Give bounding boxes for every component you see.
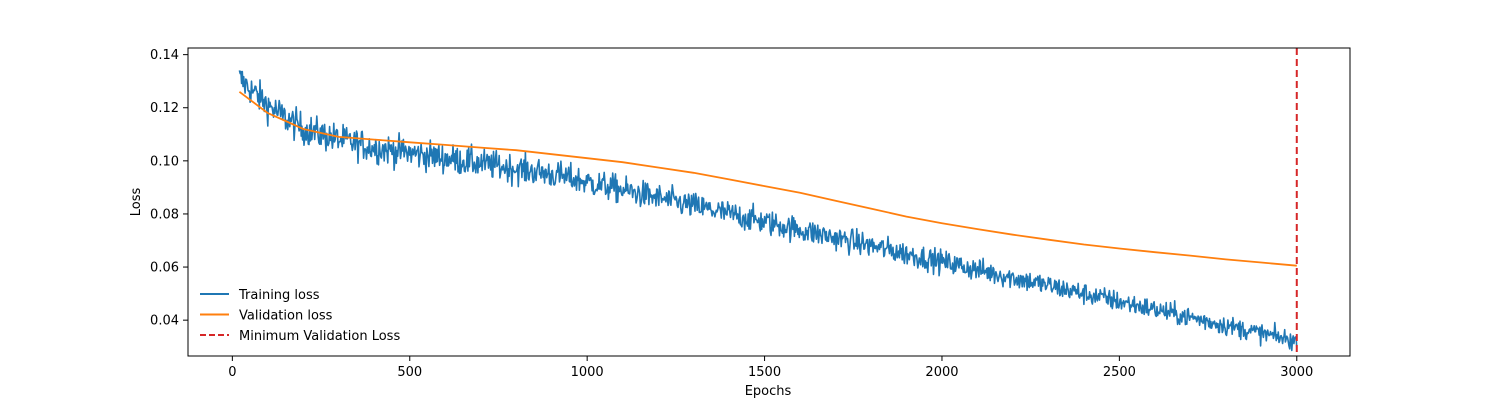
legend: Training loss Validation loss Minimum Vali… bbox=[200, 288, 400, 344]
x-tick-label: 500 bbox=[397, 365, 422, 380]
y-tick-label: 0.12 bbox=[150, 101, 179, 116]
y-tick-label: 0.10 bbox=[150, 154, 179, 169]
axes: 0 500 1000 1500 2000 2500 3000 0.04 0.06 0.08 0.10… bbox=[150, 47, 1351, 380]
y-tick-label: 0.06 bbox=[150, 261, 179, 276]
y-tick-label: 0.04 bbox=[150, 314, 179, 329]
x-tick-label: 3000 bbox=[1280, 365, 1313, 380]
y-tick-label: 0.14 bbox=[150, 48, 179, 63]
legend-label: Minimum Validation Loss bbox=[239, 329, 400, 344]
series-line-validation-loss bbox=[238, 91, 1297, 267]
x-tick-label: 1000 bbox=[571, 365, 604, 380]
plot-area bbox=[238, 48, 1298, 356]
x-tick-label: 0 bbox=[228, 365, 236, 380]
legend-label: Validation loss bbox=[239, 309, 333, 324]
x-tick-label: 2000 bbox=[925, 365, 958, 380]
x-tick-label: 2500 bbox=[1103, 365, 1136, 380]
y-tick-label: 0.08 bbox=[150, 207, 179, 222]
plot-frame bbox=[187, 47, 1351, 357]
y-axis-label: Loss bbox=[129, 188, 144, 217]
x-axis-label: Epochs bbox=[745, 384, 792, 399]
series-line-training-loss bbox=[238, 70, 1298, 352]
legend-label: Training loss bbox=[238, 288, 320, 303]
x-tick-label: 1500 bbox=[748, 365, 781, 380]
